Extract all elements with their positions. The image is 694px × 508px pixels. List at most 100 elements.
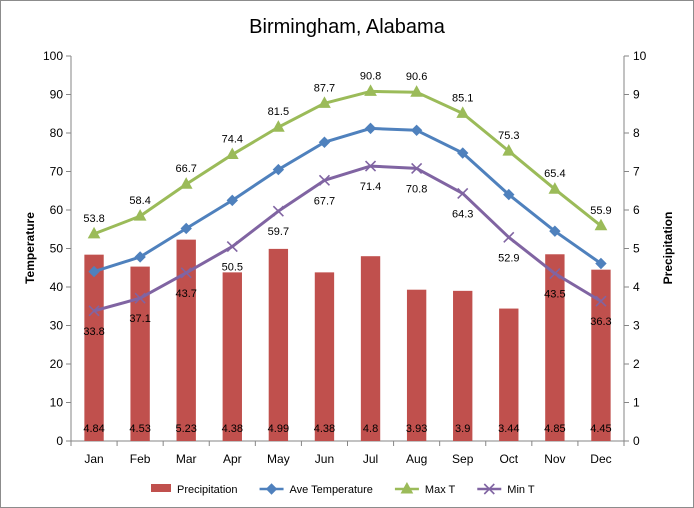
y-right-tick-label: 2	[633, 357, 640, 371]
precipitation-bar	[545, 254, 565, 441]
x-tick-label: Feb	[130, 452, 151, 466]
y-right-tick-label: 10	[633, 49, 647, 63]
min-t-data-label: 59.7	[268, 226, 289, 238]
ave-temperature-point	[226, 194, 238, 207]
legend-label-max-t: Max T	[425, 484, 456, 496]
min-t-data-label: 43.7	[175, 288, 196, 300]
y-right-tick-label: 6	[633, 203, 640, 217]
y-right-tick-label: 0	[633, 434, 640, 448]
precipitation-data-label: 3.44	[498, 423, 519, 435]
y-left-tick-label: 80	[50, 126, 64, 140]
max-t-data-label: 74.4	[222, 134, 243, 146]
plot-area: 0 10 20 30 40 50 60 70 80 90 100 0 1 2 3 4 5 6 7 8 9 10 Jan Feb…	[43, 49, 647, 466]
y-left-tick-label: 90	[50, 88, 64, 102]
min-t-data-label: 64.3	[452, 208, 473, 220]
min-t-data-label: 70.8	[406, 183, 427, 195]
min-t-data-label: 43.5	[544, 289, 565, 301]
x-tick-label: May	[267, 452, 290, 466]
x-tick-label: Oct	[499, 452, 518, 466]
precipitation-data-label: 4.45	[590, 423, 611, 435]
min-t-data-label: 37.1	[129, 313, 150, 325]
precipitation-bar	[176, 239, 196, 441]
legend-swatch-precipitation	[151, 484, 171, 492]
min-t-point	[272, 205, 284, 217]
precipitation-bar	[222, 272, 242, 441]
y-axis-left-title: Temperature	[23, 212, 37, 284]
precipitation-bar	[130, 266, 150, 441]
max-t-point	[410, 85, 423, 97]
max-t-data-label: 53.8	[83, 213, 104, 225]
min-t-data-label: 71.4	[360, 181, 381, 193]
precipitation-data-label: 4.8	[363, 423, 378, 435]
min-t-point	[318, 174, 331, 186]
precipitation-data-label: 5.23	[175, 423, 196, 435]
max-t-line	[93, 89, 602, 236]
x-tick-label: Jun	[315, 452, 334, 466]
precipitation-data-label: 4.84	[83, 423, 104, 435]
min-t-data-label: 50.5	[222, 262, 243, 274]
x-tick-label: Dec	[590, 452, 611, 466]
ave-temperature-point	[364, 122, 377, 135]
min-t-point	[134, 292, 146, 304]
max-t-data-label: 75.3	[498, 130, 519, 142]
max-t-point	[318, 96, 331, 108]
min-t-point	[595, 295, 607, 307]
y-left-tick-label: 10	[50, 396, 64, 410]
ave-temperature-point	[180, 222, 192, 235]
y-right-tick-label: 5	[633, 242, 640, 256]
y-left-tick-label: 50	[50, 242, 64, 256]
precipitation-bar	[268, 248, 289, 441]
x-tick-label: Mar	[176, 452, 197, 466]
precipitation-data-label: 4.99	[268, 423, 289, 435]
ave-temperature-point	[318, 136, 331, 148]
legend-marker-ave-temperature	[265, 483, 278, 495]
precipitation-bar	[360, 256, 381, 441]
ave-temperature-point	[595, 257, 607, 270]
max-t-data-label: 90.6	[406, 71, 427, 83]
x-tick-label: Jan	[84, 452, 103, 466]
legend-label-min-t: Min T	[507, 484, 535, 496]
ave-temperature-point	[134, 251, 146, 263]
max-t-point	[179, 177, 193, 189]
y-right-tick-label: 9	[633, 88, 640, 102]
x-tick-label: Sep	[452, 452, 474, 466]
y-left-tick-label: 60	[50, 203, 64, 217]
x-tick-label: Aug	[406, 452, 427, 466]
y-left-tick-label: 70	[50, 165, 64, 179]
precipitation-data-label: 4.53	[129, 423, 150, 435]
x-tick-label: Nov	[544, 452, 565, 466]
max-t-data-label: 66.7	[175, 163, 196, 175]
y-left-tick-label: 0	[56, 434, 63, 448]
legend-label-ave-temperature: Ave Temperature	[290, 484, 373, 496]
y-left-tick-label: 20	[50, 357, 64, 371]
min-t-line	[93, 164, 602, 313]
min-t-data-label: 67.7	[314, 195, 335, 207]
precipitation-bar	[406, 289, 427, 441]
max-t-point	[456, 106, 470, 118]
max-t-data-label: 58.4	[129, 195, 150, 207]
precipitation-bar	[453, 290, 473, 441]
y-axis-right-title: Precipitation	[661, 212, 675, 285]
precipitation-bar	[84, 254, 104, 441]
ave-temperature-point	[272, 163, 285, 176]
max-t-data-label: 65.4	[544, 168, 565, 180]
min-t-point	[411, 162, 423, 174]
max-t-point	[225, 147, 239, 160]
y-right-tick-label: 8	[633, 126, 640, 140]
ave-temperature-point	[549, 225, 561, 237]
min-t-data-label: 52.9	[498, 252, 519, 264]
y-right-tick-label: 3	[633, 319, 640, 333]
precipitation-data-label: 4.85	[544, 423, 565, 435]
ave-temperature-line	[93, 126, 602, 274]
y-left-tick-label: 40	[50, 280, 64, 294]
min-t-data-label: 36.3	[590, 316, 611, 328]
precipitation-data-label: 3.9	[455, 423, 470, 435]
legend-label-precipitation: Precipitation	[177, 484, 238, 496]
legend: Precipitation Ave Temperature Max T Min T	[151, 481, 535, 496]
min-t-point	[364, 160, 377, 172]
precipitation-bar	[499, 308, 519, 441]
x-tick-label: Jul	[363, 452, 378, 466]
max-t-data-label: 87.7	[314, 82, 335, 94]
max-t-point	[133, 209, 147, 221]
